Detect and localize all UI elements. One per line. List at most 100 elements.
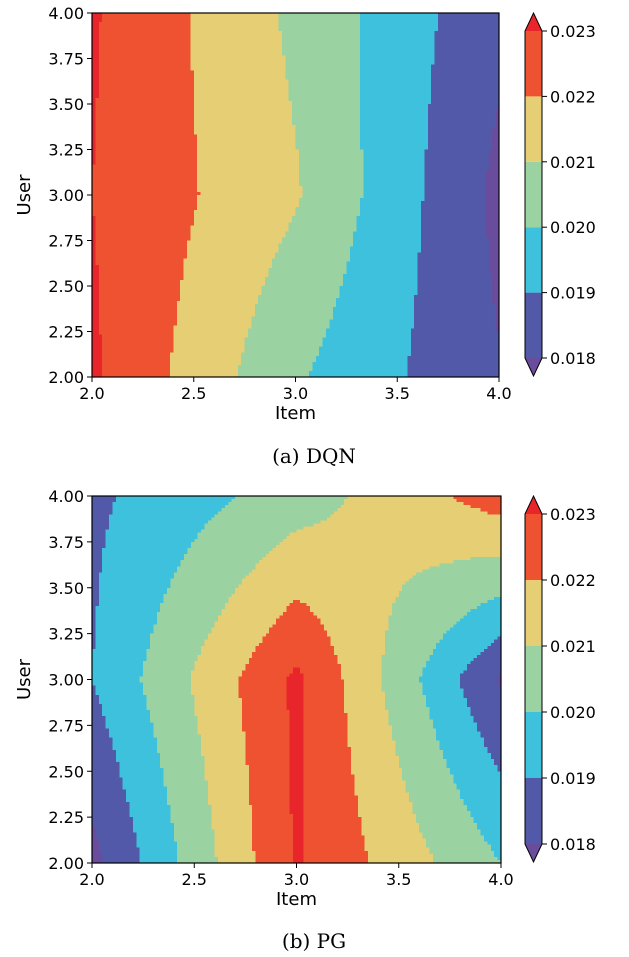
contour-cell (261, 113, 266, 117)
contour-cell (359, 116, 364, 120)
contour-cell (156, 137, 161, 141)
contour-cell (261, 128, 266, 132)
contour-cell (444, 28, 449, 32)
contour-cell (278, 70, 283, 75)
contour-cell (376, 67, 381, 72)
contour-cell (359, 55, 364, 60)
contour-cell (203, 37, 208, 41)
contour-cell (309, 73, 314, 78)
contour-cell (98, 34, 103, 38)
contour-cell (92, 119, 96, 123)
contour-cell (241, 94, 246, 99)
contour-cell (217, 85, 222, 90)
contour-cell (451, 125, 456, 129)
contour-cell (156, 76, 161, 81)
contour-cell (98, 113, 103, 117)
contour-cell (210, 52, 215, 57)
contour-cell (349, 13, 354, 17)
contour-cell (278, 22, 283, 26)
contour-cell (214, 34, 219, 38)
contour-cell (227, 134, 232, 138)
contour-cell (387, 16, 392, 20)
contour-cell (237, 37, 242, 41)
contour-cell (315, 128, 320, 132)
contour-cell (193, 116, 198, 120)
contour-cell (437, 91, 442, 96)
contour-cell (129, 113, 134, 117)
contour-cell (207, 22, 212, 26)
contour-cell (102, 79, 107, 84)
contour-cell (224, 113, 229, 117)
contour-cell (298, 43, 303, 47)
contour-cell (115, 31, 120, 35)
contour-cell (220, 40, 225, 44)
contour-cell (275, 28, 280, 32)
contour-cell (183, 125, 188, 129)
contour-cell (376, 88, 381, 93)
contour-cell (278, 82, 283, 87)
contour-cell (393, 116, 398, 120)
contour-cell (373, 22, 378, 26)
contour-cell (407, 107, 412, 111)
contour-cell (142, 116, 147, 120)
contour-cell (197, 110, 202, 114)
contour-cell (186, 49, 191, 54)
contour-cell (309, 88, 314, 93)
contour-cell (342, 43, 347, 47)
contour-cell (220, 125, 225, 129)
contour-cell (414, 113, 419, 117)
contour-cell (414, 49, 419, 54)
contour-cell (305, 97, 310, 102)
contour-cell (197, 43, 202, 47)
contour-cell (227, 88, 232, 93)
contour-cell (302, 76, 307, 81)
contour-cell (420, 104, 425, 108)
contour-cell (214, 88, 219, 93)
contour-cell (173, 31, 178, 35)
contour-cell (363, 125, 368, 129)
contour-cell (254, 67, 259, 72)
contour-cell (488, 131, 493, 135)
contour-cell (153, 64, 158, 69)
contour-cell (264, 13, 269, 17)
contour-cell (261, 31, 266, 35)
contour-cell (295, 55, 300, 60)
contour-cell (105, 88, 110, 93)
contour-cell (227, 31, 232, 35)
contour-cell (410, 34, 415, 38)
contour-cell (231, 88, 236, 93)
contour-cell (125, 91, 130, 96)
contour-cell (183, 34, 188, 38)
contour-cell (268, 58, 273, 63)
contour-cell (427, 85, 432, 90)
contour-cell (437, 13, 442, 17)
contour-cell (261, 37, 266, 41)
contour-cell (488, 104, 493, 108)
contour-cell (346, 113, 351, 117)
contour-cell (437, 85, 442, 90)
contour-cell (349, 34, 354, 38)
contour-cell (366, 79, 371, 84)
contour-cell (488, 61, 493, 66)
contour-cell (149, 61, 154, 66)
contour-cell (322, 100, 327, 105)
contour-cell (292, 73, 297, 78)
contour-cell (441, 43, 446, 47)
contour-cell (207, 58, 212, 63)
contour-cell (234, 128, 239, 132)
contour-cell (254, 25, 259, 29)
contour-cell (254, 119, 259, 123)
contour-cell (376, 25, 381, 29)
contour-cell (234, 13, 239, 17)
contour-cell (319, 100, 324, 105)
contour-cell (207, 110, 212, 114)
contour-cell (434, 85, 439, 90)
contour-cell (139, 55, 144, 60)
contour-cell (102, 76, 107, 81)
contour-cell (390, 104, 395, 108)
contour-cell (220, 64, 225, 69)
contour-cell (281, 37, 286, 41)
contour-cell (153, 113, 158, 117)
contour-cell (465, 13, 470, 17)
contour-cell (492, 113, 497, 117)
